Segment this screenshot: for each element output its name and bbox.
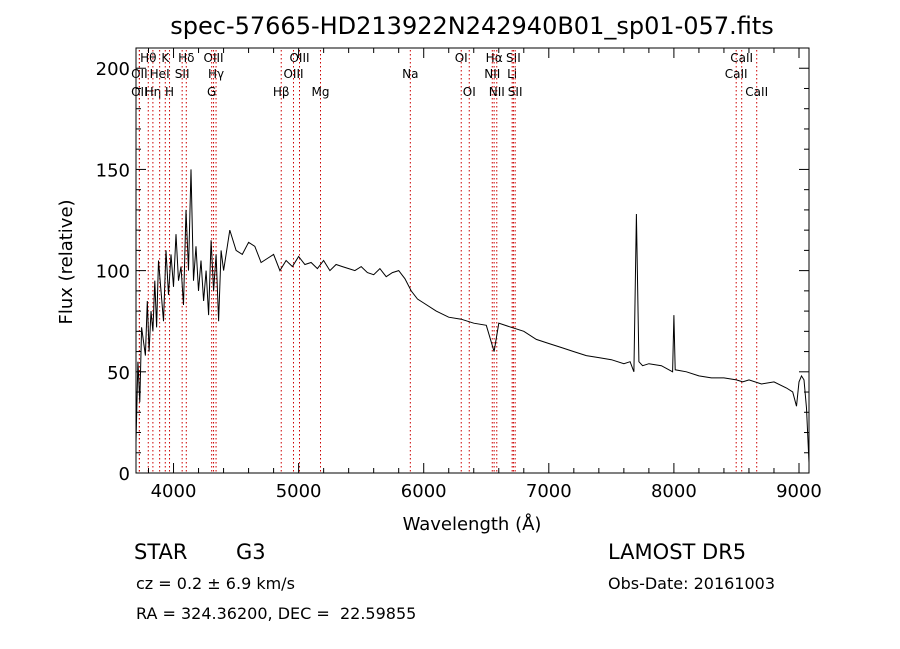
x-axis: 4000 5000 6000 7000 8000 9000 [148,48,822,502]
chart-title: spec-57665-HD213922N242940B01_sp01-057.f… [170,12,774,40]
line-label-16: Na [402,67,418,81]
line-label-17: OI [455,51,468,65]
x-axis-label: Wavelength (Å) [403,513,542,535]
line-label-25: CaII [730,51,753,65]
object-subclass: G3 [236,540,266,564]
observation-date: Obs-Date: 20161003 [608,574,776,593]
redshift-value: cz = 0.2 ± 6.9 km/s [136,574,295,593]
survey-name: LAMOST DR5 [608,540,747,564]
y-tick-label-2: 100 [96,262,130,283]
line-label-15: Mg [312,85,330,99]
flux-series [135,169,810,463]
y-tick-label-3: 150 [96,160,130,181]
line-label-24: SII [508,85,523,99]
y-tick-label-1: 50 [107,363,130,384]
line-label-18: OI [463,85,476,99]
line-label-3: Hη [145,85,162,99]
plot-frame [135,47,810,474]
line-label-6: H [165,85,174,99]
flux-line [135,169,810,463]
line-label-12: OIII [289,51,309,65]
coordinates: RA = 324.36200, DEC = 22.59855 [136,604,417,623]
line-label-20: NII [484,67,500,81]
line-label-9: OIII [204,51,224,65]
line-label-22: SII [506,51,521,65]
x-tick-label-1: 5000 [276,481,322,502]
y-tick-label-4: 200 [96,59,130,80]
line-label-23: Li [507,67,517,81]
line-label-14: Hβ [273,85,290,99]
y-axis-label: Flux (relative) [56,199,77,324]
line-label-11: G [207,85,216,99]
line-label-10: Hγ [208,67,224,81]
line-label-2: OII [131,85,148,99]
line-label-8: Hδ [178,51,194,65]
line-label-7: SII [175,67,190,81]
line-label-19: Hα [486,51,503,65]
y-tick-label-0: 0 [119,464,130,485]
x-tick-label-4: 8000 [651,481,697,502]
line-label-4: HeI [150,67,170,81]
x-tick-label-2: 6000 [401,481,447,502]
line-label-5: K [161,51,170,65]
line-label-27: CaII [745,85,768,99]
x-tick-label-3: 7000 [526,481,572,502]
y-axis: 0 50 100 150 200 [96,59,809,485]
object-class: STAR [134,540,188,564]
line-label-13: OIII [283,67,303,81]
line-label-26: CaII [725,67,748,81]
x-tick-label-5: 9000 [776,481,822,502]
x-tick-label-0: 4000 [151,481,197,502]
line-label-21: NII [489,85,505,99]
line-label-0: Hθ [140,51,156,65]
